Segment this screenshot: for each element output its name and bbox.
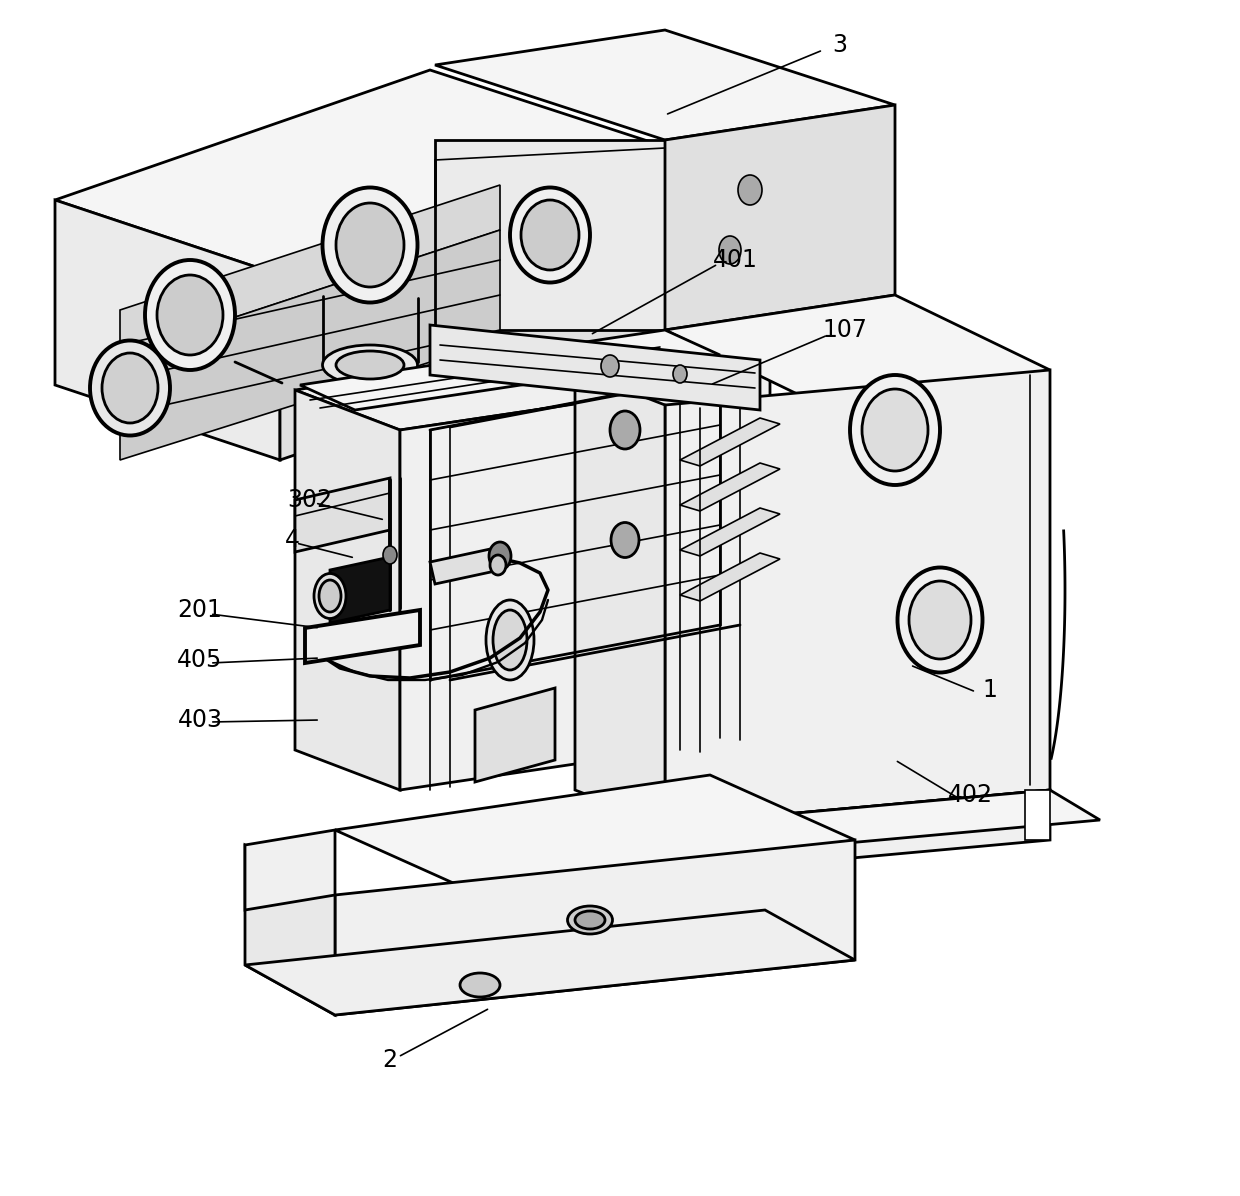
Ellipse shape <box>102 353 157 423</box>
Polygon shape <box>280 145 660 460</box>
Polygon shape <box>665 791 1100 855</box>
Ellipse shape <box>157 275 223 355</box>
Polygon shape <box>475 688 556 782</box>
Ellipse shape <box>490 555 506 575</box>
Polygon shape <box>246 910 856 1015</box>
Ellipse shape <box>460 974 500 997</box>
Ellipse shape <box>610 411 640 448</box>
Ellipse shape <box>336 350 404 379</box>
Polygon shape <box>300 330 720 410</box>
Polygon shape <box>120 230 500 460</box>
Ellipse shape <box>719 236 742 264</box>
Ellipse shape <box>336 203 404 287</box>
Polygon shape <box>295 478 391 553</box>
Text: 302: 302 <box>288 488 332 512</box>
Ellipse shape <box>145 260 236 370</box>
Polygon shape <box>335 775 856 895</box>
Polygon shape <box>435 140 665 330</box>
Polygon shape <box>55 71 660 275</box>
Polygon shape <box>665 370 1050 825</box>
Ellipse shape <box>486 600 534 681</box>
Polygon shape <box>680 417 780 466</box>
Text: 107: 107 <box>822 318 868 342</box>
Text: 4: 4 <box>284 527 300 553</box>
Text: 201: 201 <box>177 598 222 622</box>
Polygon shape <box>120 185 500 355</box>
Ellipse shape <box>521 200 579 270</box>
Polygon shape <box>401 376 770 791</box>
Ellipse shape <box>909 581 971 659</box>
Polygon shape <box>680 508 780 556</box>
Polygon shape <box>665 105 895 330</box>
Text: 405: 405 <box>177 648 223 672</box>
Ellipse shape <box>510 188 590 282</box>
Polygon shape <box>295 390 401 791</box>
Ellipse shape <box>314 574 346 618</box>
Polygon shape <box>55 200 280 460</box>
Polygon shape <box>430 325 760 410</box>
Ellipse shape <box>489 542 511 570</box>
Ellipse shape <box>862 389 928 471</box>
Polygon shape <box>1025 791 1050 840</box>
Ellipse shape <box>494 610 527 670</box>
Polygon shape <box>330 557 391 623</box>
Polygon shape <box>680 463 780 511</box>
Polygon shape <box>665 791 1050 875</box>
Polygon shape <box>246 846 335 1015</box>
Polygon shape <box>295 335 770 431</box>
Ellipse shape <box>322 188 418 303</box>
Polygon shape <box>335 840 856 1015</box>
Polygon shape <box>665 295 1050 405</box>
Ellipse shape <box>568 907 613 934</box>
Text: 402: 402 <box>947 783 992 807</box>
Ellipse shape <box>673 365 687 383</box>
Ellipse shape <box>611 523 639 557</box>
Ellipse shape <box>575 911 605 929</box>
Ellipse shape <box>601 355 619 377</box>
Ellipse shape <box>849 376 940 486</box>
Text: 401: 401 <box>713 248 758 271</box>
Polygon shape <box>435 30 895 140</box>
Text: 1: 1 <box>982 678 997 702</box>
Polygon shape <box>680 553 780 602</box>
Ellipse shape <box>898 567 982 672</box>
Text: 3: 3 <box>832 33 847 57</box>
Ellipse shape <box>322 344 418 385</box>
Polygon shape <box>305 610 420 663</box>
Ellipse shape <box>383 547 397 565</box>
Ellipse shape <box>319 580 341 612</box>
Ellipse shape <box>91 341 170 435</box>
Ellipse shape <box>738 175 763 205</box>
Polygon shape <box>246 830 335 910</box>
Text: 403: 403 <box>177 708 222 732</box>
Polygon shape <box>430 548 500 584</box>
Polygon shape <box>575 370 665 825</box>
Text: 2: 2 <box>382 1048 398 1072</box>
